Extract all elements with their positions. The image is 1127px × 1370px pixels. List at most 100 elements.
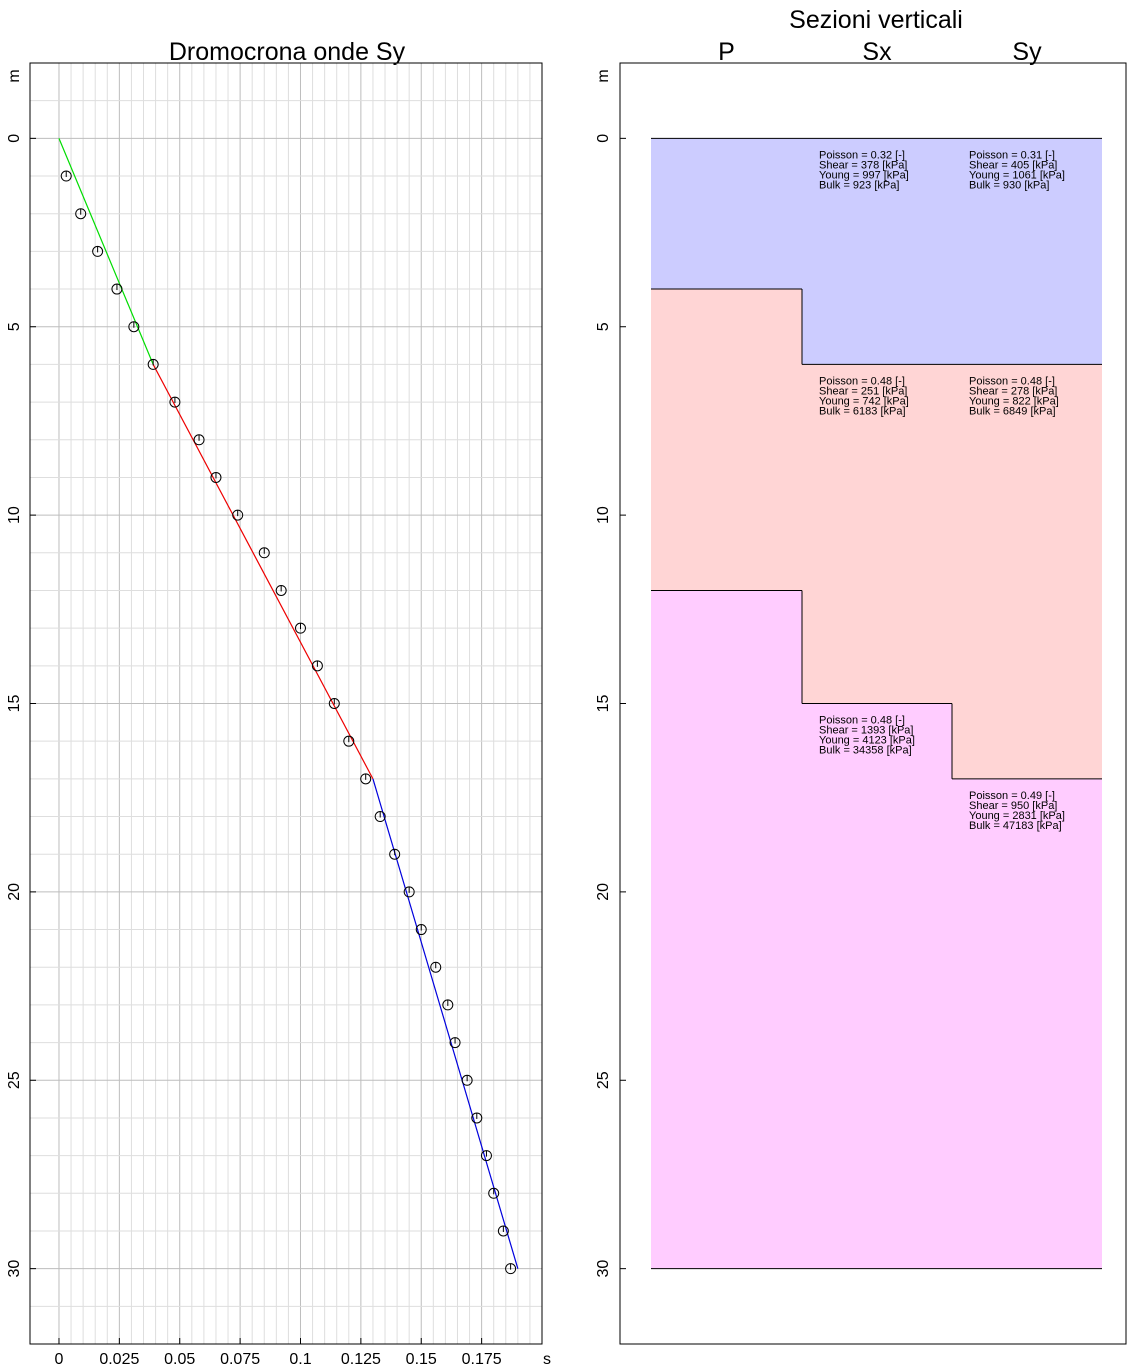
section-column-headers: P Sx Sy: [718, 38, 1042, 66]
data-point: [75, 208, 87, 220]
x-tick-label: 0.1: [289, 1351, 311, 1368]
section-header-sy: Sy: [1012, 38, 1042, 66]
y-tick-label: 15: [6, 695, 23, 713]
data-points: [60, 170, 517, 1275]
annotation-line: Young = 822 [kPa]: [969, 395, 1059, 407]
data-point: [311, 660, 323, 672]
right-y-tick-label: 10: [595, 506, 612, 524]
layer-annotation: Poisson = 0.48 [-] Shear = 278 [kPa] Young…: [969, 375, 1059, 417]
annotation-line: Bulk = 923 [kPa]: [819, 179, 899, 191]
annotation-line: Bulk = 6849 [kPa]: [969, 405, 1056, 417]
x-tick-labels: 0 0.025 0.05 0.075 0.1 0.125 0.15 0.175: [55, 1338, 502, 1368]
annotation-line: Young = 1061 [kPa]: [969, 169, 1065, 181]
x-tick-label: 0.05: [164, 1351, 195, 1368]
layer-p-2: [651, 289, 802, 591]
layer-annotation: Poisson = 0.48 [-] Shear = 1393 [kPa] Youn…: [819, 715, 915, 757]
layer-sx-2: [802, 364, 952, 704]
annotation-line: Young = 2831 [kPa]: [969, 810, 1065, 822]
data-point: [360, 773, 372, 785]
annotation-line: Bulk = 34358 [kPa]: [819, 745, 912, 757]
annotation-line: Bulk = 47183 [kPa]: [969, 820, 1062, 832]
x-axis-unit-label: s: [543, 1351, 551, 1368]
data-point: [193, 434, 205, 446]
fit-lines: [58, 138, 519, 1269]
data-point: [442, 999, 454, 1011]
data-point: [471, 1112, 483, 1124]
section-header-sx: Sx: [862, 38, 892, 66]
annotation-line: Young = 997 [kPa]: [819, 169, 909, 181]
layer-sy-3: [952, 778, 1102, 1269]
data-point: [403, 886, 415, 898]
annotation-line: Shear = 251 [kPa]: [819, 385, 907, 397]
sections-title: Sezioni verticali: [789, 6, 963, 34]
data-point: [480, 1150, 492, 1162]
layer-annotation: Poisson = 0.49 [-] Shear = 950 [kPa] Young…: [969, 790, 1065, 832]
section-layers: [651, 137, 1102, 1270]
annotation-line: Poisson = 0.31 [-]: [969, 149, 1055, 161]
data-point: [488, 1187, 500, 1199]
right-y-tick-label: 5: [595, 322, 612, 331]
data-point: [210, 471, 222, 483]
layer-sx-3: [802, 703, 952, 1269]
data-point: [169, 396, 181, 408]
annotation-line: Poisson = 0.48 [-]: [819, 375, 905, 387]
data-point: [328, 698, 340, 709]
right-y-tick-label: 25: [595, 1071, 612, 1089]
x-tick-label: 0.125: [341, 1351, 381, 1368]
layer-sy-1: [952, 138, 1102, 365]
layer-p-3: [651, 590, 802, 1269]
fit-segment-1: [58, 138, 154, 365]
x-tick-label: 0.025: [99, 1351, 139, 1368]
data-point: [461, 1074, 473, 1086]
y-tick-labels: 0 5 10 15 20 25 30: [6, 134, 36, 1278]
layer-sx-1: [802, 138, 952, 365]
data-point: [430, 961, 442, 973]
x-tick-label: 0.175: [462, 1351, 502, 1368]
fit-segment-2: [152, 364, 374, 780]
data-point: [449, 1037, 461, 1049]
vertical-sections-chart: Sezioni verticali P Sx Sy Poisson = 0.32 […: [595, 6, 1127, 1345]
annotation-line: Shear = 950 [kPa]: [969, 800, 1057, 812]
y-tick-label: 10: [6, 506, 23, 524]
data-point: [343, 735, 355, 747]
annotation-line: Bulk = 6183 [kPa]: [819, 405, 906, 417]
layer-annotations: Poisson = 0.32 [-] Shear = 378 [kPa] Young…: [819, 149, 1065, 832]
y-tick-label: 0: [6, 134, 23, 143]
fit-segment-3: [372, 778, 519, 1269]
layer-annotation: Poisson = 0.31 [-] Shear = 405 [kPa] Young…: [969, 149, 1065, 191]
annotation-line: Young = 742 [kPa]: [819, 395, 909, 407]
data-point: [294, 622, 306, 634]
data-point: [111, 283, 123, 295]
annotation-line: Shear = 278 [kPa]: [969, 385, 1057, 397]
data-point: [415, 924, 427, 936]
annotation-line: Poisson = 0.48 [-]: [819, 715, 905, 727]
annotation-line: Poisson = 0.48 [-]: [969, 375, 1055, 387]
right-y-tick-labels: 0 5 10 15 20 25 30: [595, 134, 626, 1278]
right-y-tick-label: 15: [595, 695, 612, 713]
annotation-line: Bulk = 930 [kPa]: [969, 179, 1049, 191]
data-point: [505, 1263, 517, 1275]
x-tick-label: 0.075: [220, 1351, 260, 1368]
data-point: [374, 811, 386, 823]
annotation-line: Shear = 378 [kPa]: [819, 159, 907, 171]
data-point: [275, 584, 287, 596]
data-point: [232, 509, 244, 521]
right-y-tick-label: 0: [595, 134, 612, 143]
data-point: [92, 245, 104, 257]
data-point: [147, 358, 159, 370]
right-y-axis-unit-label: m: [595, 69, 612, 82]
chart-title: Dromocrona onde Sy: [169, 38, 406, 66]
y-tick-label: 20: [6, 883, 23, 901]
y-axis-unit-label: m: [6, 69, 23, 82]
data-point: [60, 170, 72, 182]
travel-time-chart: Dromocrona onde Sy 0 0.025 0.05 0.075 0.1 0.1…: [6, 38, 551, 1368]
data-point: [258, 547, 270, 559]
data-point: [497, 1225, 509, 1237]
right-y-tick-label: 30: [595, 1260, 612, 1278]
layer-sy-2: [952, 364, 1102, 779]
x-tick-label: 0.15: [406, 1351, 437, 1368]
right-y-tick-label: 20: [595, 883, 612, 901]
layer-p-1: [651, 138, 802, 290]
y-tick-label: 30: [6, 1260, 23, 1278]
